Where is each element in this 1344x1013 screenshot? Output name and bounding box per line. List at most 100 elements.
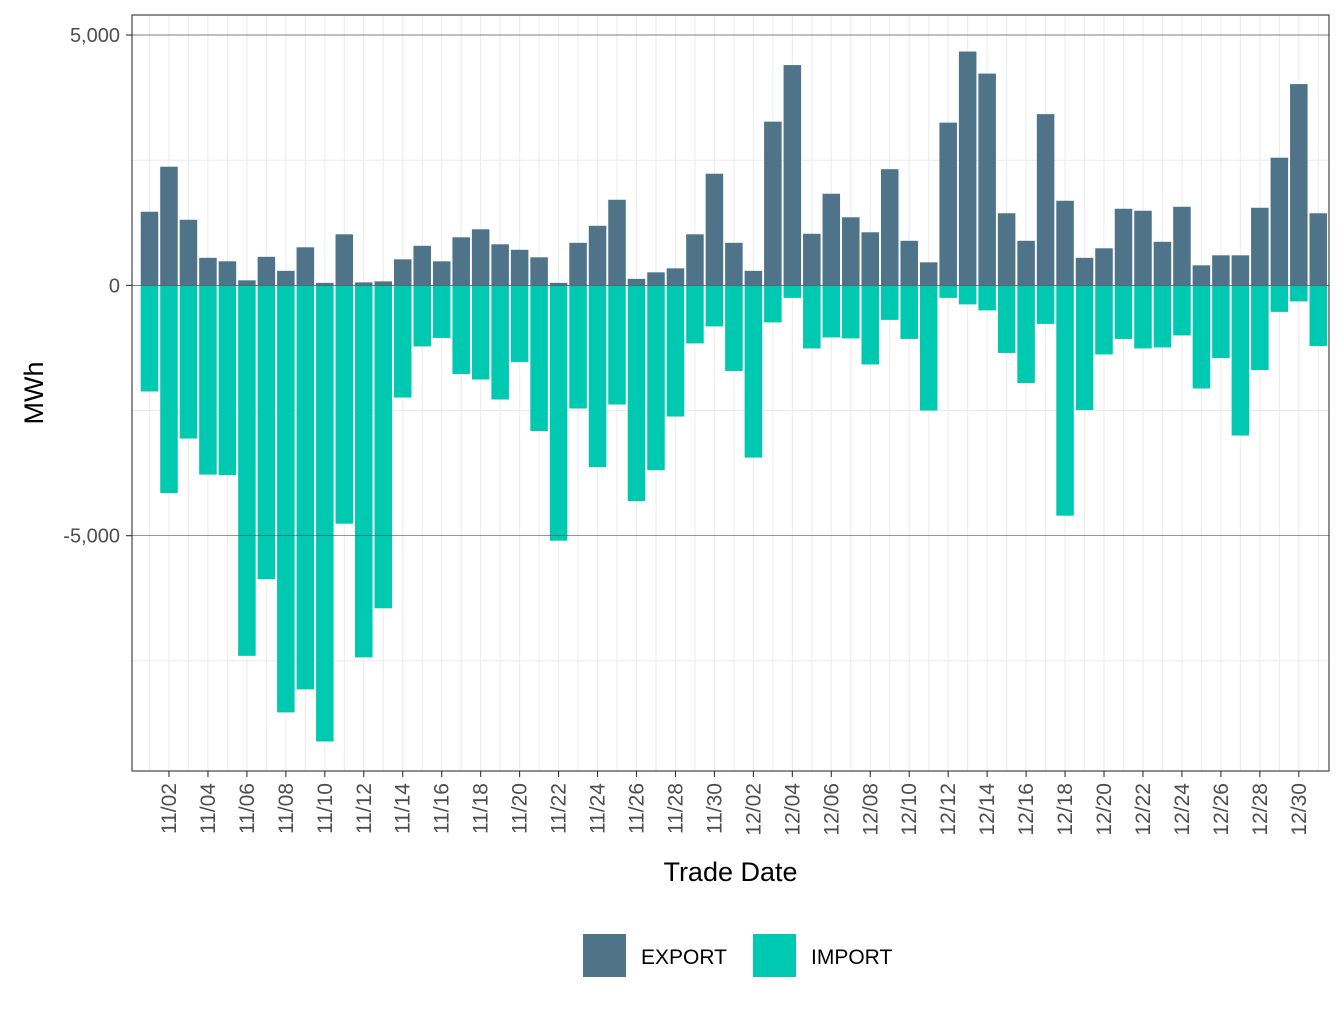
bar-import-11-17: [452, 285, 470, 374]
x-tick-label: 12/08: [859, 783, 882, 836]
bar-import-11-10: [316, 285, 334, 742]
bar-export-12-29: [1270, 157, 1289, 286]
bar-export-12-14: [978, 73, 996, 286]
bar-export-12-06: [822, 193, 841, 286]
bar-import-11-12: [355, 285, 373, 658]
x-tick-label: 12/12: [937, 783, 960, 836]
x-tick-label: 12/10: [898, 783, 921, 836]
legend: EXPORT IMPORT: [583, 934, 892, 977]
x-tick-label: 11/30: [703, 783, 726, 834]
bar-export-11-03: [179, 219, 198, 286]
bar-import-12-27: [1231, 285, 1250, 436]
bar-import-11-23: [569, 285, 587, 409]
bar-export-12-12: [939, 122, 957, 286]
bar-import-11-07: [257, 285, 276, 580]
bar-import-12-05: [803, 285, 821, 349]
bar-import-12-02: [744, 285, 763, 458]
bar-import-12-13: [958, 285, 977, 305]
bar-import-12-28: [1251, 285, 1269, 370]
bar-export-11-12: [355, 282, 373, 286]
x-tick-label: 11/02: [158, 783, 181, 834]
plot-panel-border: [131, 14, 1330, 772]
bar-export-12-02: [744, 270, 763, 286]
y-tick-label: 0: [109, 275, 120, 297]
bar-export-11-11: [335, 234, 354, 286]
bar-export-12-23: [1153, 241, 1172, 286]
bar-import-12-24: [1173, 285, 1191, 336]
bar-import-12-22: [1134, 285, 1152, 349]
bar-export-11-21: [530, 257, 548, 286]
bar-export-11-13: [374, 281, 393, 286]
x-tick-label: 12/30: [1288, 783, 1311, 836]
x-tick-label: 11/26: [626, 783, 649, 834]
bar-import-11-20: [510, 285, 529, 362]
bar-export-11-06: [238, 280, 256, 286]
bar-import-12-04: [783, 285, 802, 298]
y-axis-title: MWh: [19, 362, 49, 425]
x-tick-label: 12/18: [1054, 783, 1077, 836]
bar-export-11-05: [218, 261, 237, 286]
bar-import-12-03: [764, 285, 782, 323]
bar-export-11-18: [471, 229, 490, 286]
y-tick-label: 5,000: [70, 25, 120, 47]
bar-import-11-30: [705, 285, 724, 327]
bar-export-11-17: [452, 237, 470, 286]
bar-import-12-23: [1153, 285, 1172, 348]
bar-import-11-29: [686, 285, 704, 344]
bar-import-12-16: [1017, 285, 1035, 383]
bar-import-12-26: [1212, 285, 1230, 358]
bar-export-12-21: [1114, 208, 1133, 286]
bar-import-12-17: [1036, 285, 1055, 324]
bar-export-12-16: [1017, 240, 1035, 286]
bar-export-12-25: [1192, 265, 1211, 286]
x-tick-label: 12/28: [1249, 783, 1272, 836]
bar-export-12-03: [764, 121, 782, 286]
bar-export-12-08: [861, 232, 880, 286]
bar-export-12-19: [1075, 257, 1094, 286]
bar-import-12-29: [1270, 285, 1289, 312]
bar-import-12-14: [978, 285, 996, 311]
bar-export-12-26: [1212, 255, 1230, 286]
bar-import-11-09: [296, 285, 315, 690]
bar-import-11-06: [238, 285, 256, 656]
bar-import-12-18: [1056, 285, 1074, 516]
bar-export-12-01: [725, 242, 743, 286]
x-tick-label: 11/16: [431, 783, 454, 834]
legend-key-export: [583, 934, 626, 977]
bar-export-12-22: [1134, 210, 1152, 286]
axes: 5,000 0 -5,000 11/02 11/04 11/06 11/08 11/10 11/…: [63, 25, 1311, 836]
bar-import-11-14: [393, 285, 412, 398]
bar-export-12-24: [1173, 206, 1191, 286]
x-tick-label: 12/16: [1015, 783, 1038, 836]
bar-export-12-17: [1036, 114, 1055, 286]
bar-import-12-19: [1075, 285, 1094, 411]
bar-export-11-27: [647, 272, 665, 286]
bar-export-12-15: [997, 213, 1016, 286]
bar-import-11-22: [549, 285, 568, 541]
legend-label-import: IMPORT: [811, 946, 892, 969]
bar-import-12-31: [1309, 285, 1328, 346]
bar-import-12-21: [1114, 285, 1133, 339]
bar-import-11-18: [471, 285, 490, 380]
bar-import-12-12: [939, 285, 957, 298]
bar-export-11-01: [140, 211, 159, 286]
bar-export-11-20: [510, 249, 529, 286]
bar-import-11-24: [588, 285, 607, 468]
bar-export-12-30: [1290, 84, 1308, 286]
x-tick-label: 12/22: [1132, 783, 1155, 836]
x-tick-label: 11/14: [392, 783, 415, 834]
bar-export-12-11: [919, 262, 938, 286]
bar-export-11-30: [705, 173, 724, 286]
x-tick-label: 11/28: [664, 783, 687, 834]
bar-import-12-20: [1095, 285, 1113, 355]
bar-export-11-09: [296, 247, 315, 286]
bar-import-11-25: [608, 285, 626, 405]
x-tick-label: 12/14: [976, 783, 999, 836]
bar-import-12-15: [997, 285, 1016, 353]
x-tick-label: 11/18: [470, 783, 493, 834]
bar-export-11-22: [549, 282, 568, 286]
bar-export-12-04: [783, 65, 802, 286]
bar-export-12-27: [1231, 255, 1250, 286]
